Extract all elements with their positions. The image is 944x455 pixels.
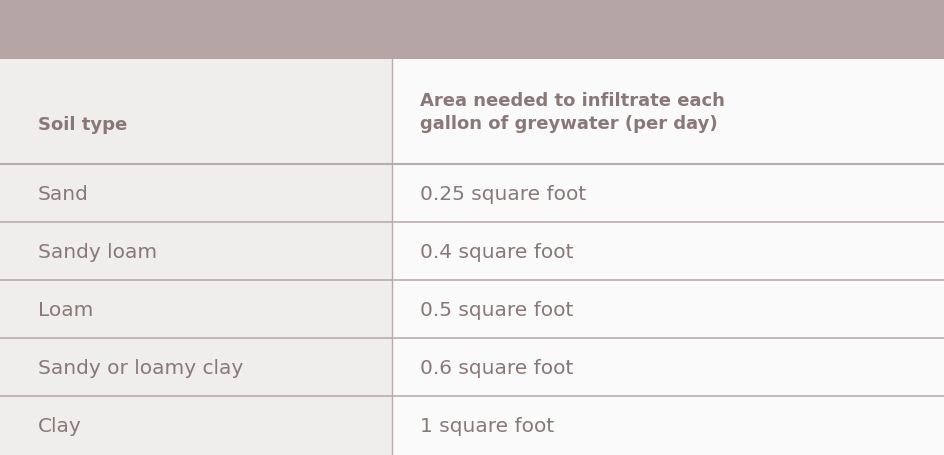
Text: Loam: Loam	[38, 300, 93, 319]
Text: 0.25 square foot: 0.25 square foot	[420, 184, 586, 203]
Text: 1 square foot: 1 square foot	[420, 415, 554, 435]
Text: Sandy loam: Sandy loam	[38, 242, 157, 261]
Bar	[0, 60, 392, 455]
Text: 0.6 square foot: 0.6 square foot	[420, 358, 573, 377]
Text: 0.5 square foot: 0.5 square foot	[420, 300, 573, 319]
Text: Sand: Sand	[38, 184, 89, 203]
Text: 0.4 square foot: 0.4 square foot	[420, 242, 574, 261]
Bar	[0, 0, 944, 60]
Text: Sandy or loamy clay: Sandy or loamy clay	[38, 358, 243, 377]
Text: Soil type: Soil type	[38, 116, 127, 134]
Text: Area needed to infiltrate each
gallon of greywater (per day): Area needed to infiltrate each gallon of…	[420, 92, 725, 133]
Text: Clay: Clay	[38, 415, 81, 435]
